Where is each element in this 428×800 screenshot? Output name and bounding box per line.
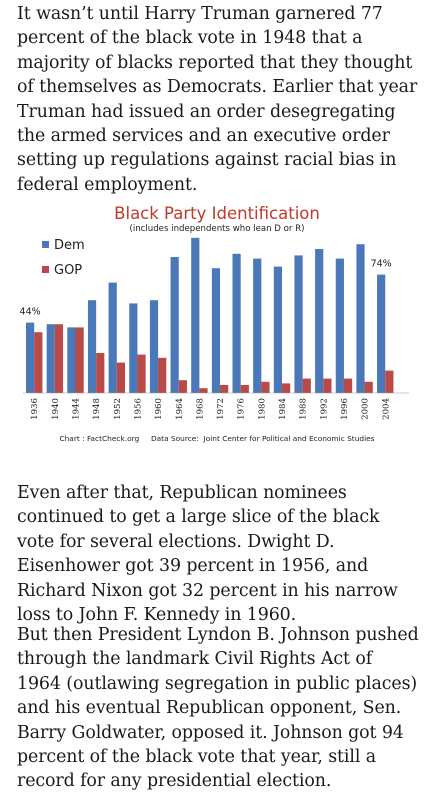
bar-dem-2004 bbox=[377, 274, 386, 393]
x-tick-1960: 1960 bbox=[154, 398, 164, 420]
bar-dem-1936 bbox=[26, 322, 35, 393]
data-label-dem-2004: 74% bbox=[371, 259, 392, 270]
bar-dem-1988 bbox=[294, 255, 303, 393]
bar-gop-1996 bbox=[343, 378, 353, 393]
bar-gop-1968 bbox=[199, 388, 208, 393]
chart-canvas: Black Party Identification (includes ind… bbox=[20, 204, 409, 443]
bar-gop-1944 bbox=[75, 327, 84, 393]
bar-dem-1984 bbox=[273, 266, 282, 393]
x-axis-ticks: 1936 1940 1944 1948 1952 1956 1960 1964 1968 1972… bbox=[30, 397, 391, 419]
x-tick-1948: 1948 bbox=[92, 398, 102, 420]
bar-dem-1996 bbox=[335, 258, 344, 393]
x-tick-1976: 1976 bbox=[237, 398, 247, 420]
x-tick-1964: 1964 bbox=[175, 397, 185, 419]
bar-dem-1992 bbox=[315, 249, 324, 393]
x-tick-1968: 1968 bbox=[195, 398, 205, 420]
x-tick-1996: 1996 bbox=[340, 398, 350, 420]
bar-dem-1964 bbox=[170, 257, 179, 393]
chart-bars bbox=[26, 237, 394, 393]
bar-gop-1988 bbox=[302, 378, 311, 393]
bar-dem-1944 bbox=[67, 327, 76, 393]
bar-dem-1952 bbox=[108, 282, 117, 393]
x-tick-2000: 2000 bbox=[361, 398, 371, 420]
bar-gop-1940 bbox=[54, 324, 64, 393]
chart-data-labels: 44% 74% bbox=[20, 259, 392, 318]
chart-title: Black Party Identification bbox=[114, 204, 320, 223]
bar-dem-2000 bbox=[356, 244, 365, 393]
bar-gop-1948 bbox=[96, 353, 105, 393]
bar-dem-1976 bbox=[232, 253, 241, 393]
x-tick-1940: 1940 bbox=[51, 398, 61, 420]
bar-dem-1968 bbox=[191, 237, 200, 393]
bar-dem-1940 bbox=[46, 324, 55, 393]
bar-dem-1956 bbox=[129, 303, 138, 393]
bar-gop-1984 bbox=[282, 383, 291, 393]
x-tick-1936: 1936 bbox=[30, 398, 40, 420]
article-paragraph-eisenhower: Even after that, Republican nominees con… bbox=[17, 483, 398, 626]
bar-gop-2004 bbox=[385, 370, 394, 393]
legend-swatch-dem bbox=[42, 241, 49, 248]
legend-swatch-gop bbox=[42, 266, 49, 273]
legend-label-gop: GOP bbox=[54, 263, 82, 278]
bar-gop-1972 bbox=[220, 385, 229, 393]
bar-gop-1936 bbox=[34, 332, 43, 393]
x-tick-1944: 1944 bbox=[72, 397, 82, 419]
x-tick-1972: 1972 bbox=[216, 398, 226, 420]
chart-source-footer: Chart : FactCheck.org Data Source: Joint… bbox=[59, 434, 374, 443]
bar-dem-1980 bbox=[253, 258, 262, 393]
x-tick-1992: 1992 bbox=[319, 398, 329, 420]
article-paragraph-truman: It wasn’t until Harry Truman garnered 77… bbox=[17, 4, 418, 195]
x-tick-1980: 1980 bbox=[257, 398, 267, 420]
bar-gop-1956 bbox=[137, 354, 146, 393]
bar-gop-1976 bbox=[240, 385, 249, 393]
x-tick-2004: 2004 bbox=[381, 397, 391, 419]
bar-dem-1948 bbox=[87, 300, 97, 393]
x-tick-1984: 1984 bbox=[278, 397, 288, 419]
bar-gop-2000 bbox=[364, 381, 373, 393]
party-identification-chart: Black Party Identification (includes ind… bbox=[17, 196, 417, 454]
data-label-dem-1936: 44% bbox=[20, 307, 41, 318]
bar-gop-1964 bbox=[178, 380, 187, 393]
legend-label-dem: Dem bbox=[54, 238, 85, 253]
bar-gop-1960 bbox=[158, 357, 167, 393]
x-tick-1952: 1952 bbox=[113, 398, 123, 420]
article-paragraph-johnson: But then President Lyndon B. Johnson pus… bbox=[17, 625, 419, 792]
x-tick-1956: 1956 bbox=[133, 398, 143, 420]
bar-dem-1960 bbox=[149, 300, 159, 393]
chart-legend: Dem GOP bbox=[42, 238, 85, 278]
bar-dem-1972 bbox=[211, 268, 221, 393]
bar-gop-1980 bbox=[261, 381, 270, 393]
bar-gop-1952 bbox=[116, 362, 125, 393]
bar-gop-1992 bbox=[323, 378, 332, 393]
x-tick-1988: 1988 bbox=[299, 398, 309, 420]
chart-subtitle: (includes independents who lean D or R) bbox=[129, 224, 304, 234]
